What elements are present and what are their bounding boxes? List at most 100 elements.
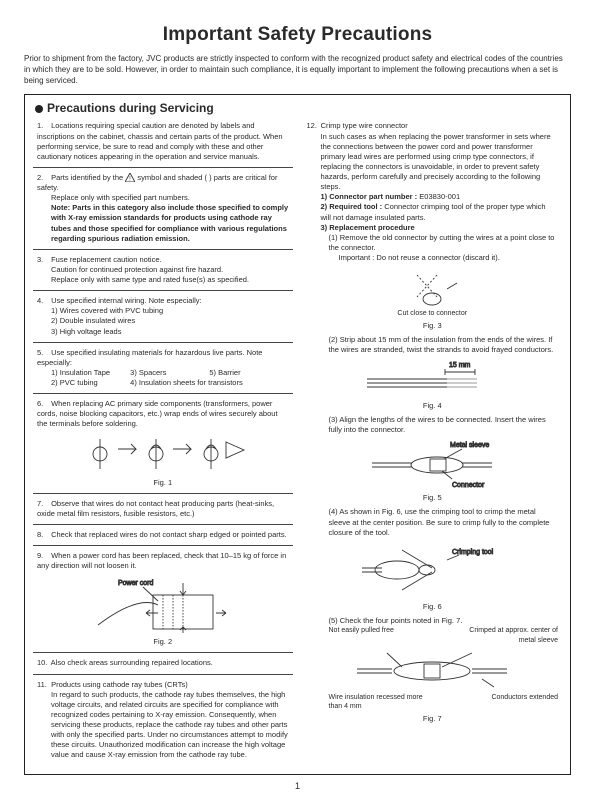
bullet-icon: [35, 105, 43, 113]
item-text: Products using cathode ray tubes (CRTs): [51, 680, 188, 689]
label-powercord: Power cord: [118, 580, 154, 587]
proc-4: (4) As shown in Fig. 6, use the crimping…: [307, 507, 559, 537]
sub-3-label: 3) Replacement procedure: [307, 223, 559, 233]
section-heading: Precautions during Servicing: [35, 101, 562, 115]
page-number: 1: [24, 781, 571, 791]
item-text: When replacing AC primary side component…: [37, 399, 278, 428]
svg-text:Crimping tool: Crimping tool: [452, 549, 494, 556]
fig-caption: Fig. 7: [307, 714, 559, 724]
item-num: 9.: [37, 551, 49, 561]
proc-1b: Important : Do not reuse a connector (di…: [307, 253, 559, 263]
label-wireins: Wire insulation recessed more than 4 mm: [329, 693, 429, 712]
item-num: 8.: [37, 530, 49, 540]
intro-text: Prior to shipment from the factory, JVC …: [24, 54, 571, 86]
precautions-box: Precautions during Servicing 1. Location…: [24, 94, 571, 774]
proc-2: (2) Strip about 15 mm of the insulation …: [307, 335, 559, 355]
item-text: Also check areas surrounding repaired lo…: [51, 658, 213, 667]
sub-item: 2) Double insulated wires: [37, 316, 289, 326]
item-text: Caution for continued protection against…: [37, 265, 289, 275]
sub-label: 1) Connector part number :: [321, 192, 418, 201]
left-column: 1. Locations requiring special caution a…: [33, 121, 293, 765]
label-conductors: Conductors extended: [491, 693, 558, 712]
sub-1: 1) Connector part number : E03830-001: [307, 192, 559, 202]
sub-item: 5) Barrier: [209, 368, 288, 378]
item-num: 1.: [37, 121, 49, 131]
label-cut: Cut close to connector: [307, 309, 559, 318]
sub-item: 3) Spacers: [130, 368, 209, 378]
label-crimped: Crimped at approx. center of metal sleev…: [458, 626, 558, 645]
sub-value: E03830-001: [419, 192, 460, 201]
item-body: In such cases as when replacing the powe…: [307, 132, 559, 193]
fig2-illustration: Power cord: [37, 575, 289, 635]
fig-caption: Fig. 4: [307, 401, 559, 411]
proc-1: (1) Remove the old connector by cutting …: [307, 233, 559, 253]
fig-caption: Fig. 2: [37, 637, 289, 647]
item-text: Fuse replacement caution notice.: [51, 255, 161, 264]
fig1-illustration: [37, 434, 289, 476]
note-label: Note:: [51, 203, 70, 212]
item-9: 9. When a power cord has been replaced, …: [33, 545, 293, 652]
proc-3: (3) Align the lengths of the wires to be…: [307, 415, 559, 435]
item-text: When a power cord has been replaced, che…: [37, 551, 286, 570]
item-body: In regard to such products, the cathode …: [37, 690, 289, 761]
fig3-illustration: Cut close to connector: [307, 267, 559, 318]
item-text: Use specified insulating materials for h…: [37, 348, 262, 367]
sub-label: 2) Required tool :: [321, 202, 383, 211]
item-11: 11. Products using cathode ray tubes (CR…: [33, 674, 293, 766]
item-text: Locations requiring special caution are …: [37, 121, 283, 160]
item-num: 6.: [37, 399, 49, 409]
label-notpulled: Not easily pulled free: [329, 626, 394, 645]
item-num: 5.: [37, 348, 49, 358]
sub-2: 2) Required tool : Connector crimping to…: [307, 202, 559, 222]
item-text: Replace only with specified part numbers…: [37, 193, 289, 203]
right-column: 12. Crimp type wire connector In such ca…: [303, 121, 563, 765]
fig-caption: Fig. 6: [307, 602, 559, 612]
fig4-illustration: 15 mm: [307, 359, 559, 399]
svg-text:15 mm: 15 mm: [449, 362, 471, 369]
page-title: Important Safety Precautions: [24, 24, 571, 46]
proc-5: (5) Check the four points noted in Fig. …: [307, 616, 559, 626]
fig-caption: Fig. 3: [307, 321, 559, 331]
item-num: 10.: [37, 658, 49, 668]
sub-item: 4) Insulation sheets for transistors: [130, 378, 288, 388]
svg-text:Metal sleeve: Metal sleeve: [450, 442, 489, 449]
item-text: Crimp type wire connector: [321, 121, 408, 130]
fig7-labels-top: Not easily pulled free Crimped at approx…: [307, 626, 559, 645]
item-12: 12. Crimp type wire connector In such ca…: [303, 121, 563, 729]
item-6: 6. When replacing AC primary side compon…: [33, 393, 293, 493]
item-2: 2. Parts identified by the ! symbol and …: [33, 167, 293, 249]
fig-caption: Fig. 1: [37, 478, 289, 488]
item-text: Check that replaced wires do not contact…: [51, 530, 287, 539]
item-num: 3.: [37, 255, 49, 265]
item-3: 3. Fuse replacement caution notice. Caut…: [33, 249, 293, 290]
item-text: Parts identified by the: [51, 173, 123, 182]
fig5-illustration: Metal sleeve Connector: [307, 439, 559, 491]
item-7: 7. Observe that wires do not contact hea…: [33, 493, 293, 524]
item-text: Observe that wires do not contact heat p…: [37, 499, 274, 518]
sub-item: 1) Insulation Tape: [51, 368, 130, 378]
sub-item: 1) Wires covered with PVC tubing: [37, 306, 289, 316]
note-text: Parts in this category also include thos…: [51, 203, 288, 242]
fig6-illustration: Crimping tool: [307, 542, 559, 600]
sub-item: 3) High voltage leads: [37, 327, 289, 337]
fig-caption: Fig. 5: [307, 493, 559, 503]
item-4: 4. Use specified internal wiring. Note e…: [33, 290, 293, 342]
item-num: 11.: [37, 680, 49, 690]
warning-triangle-icon: !: [125, 173, 135, 182]
section-heading-text: Precautions during Servicing: [47, 101, 214, 115]
item-5: 5. Use specified insulating materials fo…: [33, 342, 293, 394]
item-num: 2.: [37, 173, 49, 183]
item-num: 4.: [37, 296, 49, 306]
sub-item: 2) PVC tubing: [51, 378, 130, 388]
item-10: 10. Also check areas surrounding repaire…: [33, 652, 293, 673]
fig7-labels-bottom: Wire insulation recessed more than 4 mm …: [307, 693, 559, 712]
fig7-illustration: [307, 649, 559, 691]
item-text: Use specified internal wiring. Note espe…: [51, 296, 202, 305]
item-num: 7.: [37, 499, 49, 509]
item-8: 8. Check that replaced wires do not cont…: [33, 524, 293, 545]
item-1: 1. Locations requiring special caution a…: [33, 121, 293, 167]
svg-text:!: !: [129, 177, 131, 183]
svg-text:Connector: Connector: [452, 482, 485, 489]
item-num: 12.: [307, 121, 319, 131]
item-text: Replace only with same type and rated fu…: [37, 275, 289, 285]
